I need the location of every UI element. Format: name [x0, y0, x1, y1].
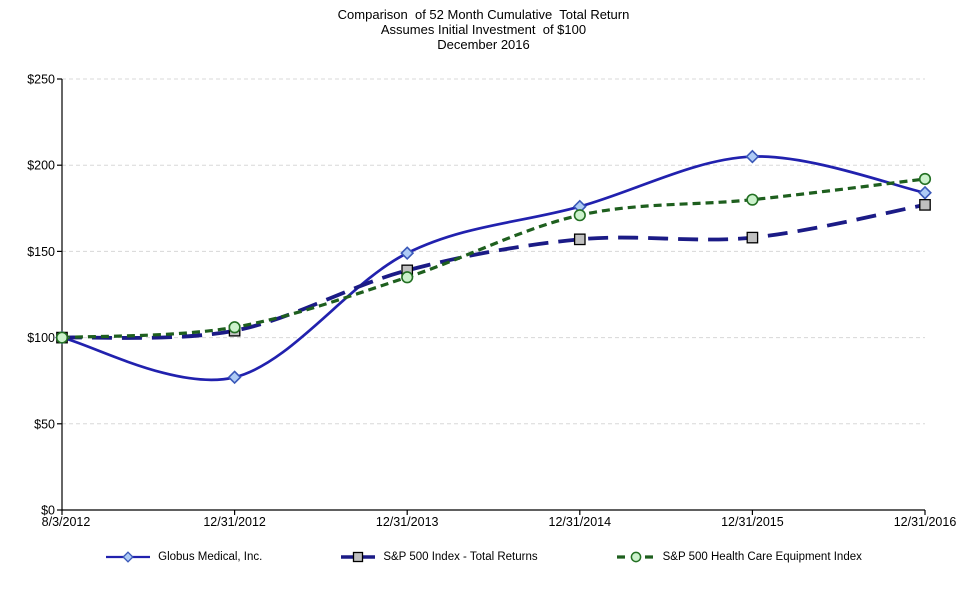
y-tick-label: $50 — [34, 417, 55, 431]
x-tick-label: 8/3/2012 — [42, 515, 91, 529]
diamond-data-marker — [918, 185, 932, 200]
x-tick-label: 12/31/2015 — [721, 515, 784, 529]
circle-data-marker — [573, 209, 586, 222]
legend-item-globus-medical: Globus Medical, Inc. — [105, 551, 262, 563]
legend-label-sp500-total-returns: S&P 500 Index - Total Returns — [383, 551, 538, 563]
square-data-marker — [573, 233, 586, 246]
series-line-circle — [61, 177, 926, 340]
legend-item-sp500-total-returns: S&P 500 Index - Total Returns — [340, 551, 538, 563]
sp500-dash-square-icon — [341, 551, 376, 563]
gridlines — [62, 78, 925, 425]
legend-item-sp500-health-care: S&P 500 Health Care Equipment Index — [616, 551, 862, 563]
x-tick-label: 12/31/2012 — [203, 515, 266, 529]
series-line-diamond — [61, 155, 926, 382]
x-tick-label: 12/31/2013 — [376, 515, 439, 529]
diamond-data-marker — [227, 370, 242, 385]
diamond-data-marker — [745, 149, 760, 164]
circle-data-marker — [228, 321, 241, 334]
y-axis-labels: $0 $50 $100 $150 $200 $250 — [27, 73, 55, 518]
y-tick-label: $0 — [41, 504, 55, 518]
chart-title-line-2: Assumes Initial Investment of $100 — [380, 22, 587, 37]
diamond-data-marker — [400, 246, 415, 261]
series-markers — [55, 149, 932, 385]
square-data-marker — [919, 199, 931, 211]
circle-data-marker — [918, 172, 932, 186]
axes — [57, 78, 926, 515]
globus-line-diamond-icon — [106, 551, 151, 563]
x-axis-labels: 8/3/2012 12/31/2012 12/31/2013 12/31/201… — [42, 515, 957, 529]
chart-title-line-1: Comparison of 52 Month Cumulative Total … — [337, 7, 630, 22]
circle-data-marker — [746, 193, 759, 206]
series-lines — [61, 155, 926, 382]
chart-title: Comparison of 52 Month Cumulative Total … — [0, 7, 967, 52]
chart-title-line-3: December 2016 — [437, 37, 530, 52]
circle-data-marker — [401, 271, 414, 284]
health-care-dash-circle-icon — [616, 551, 655, 563]
square-data-marker — [746, 231, 759, 244]
legend-label-globus-medical: Globus Medical, Inc. — [158, 551, 263, 563]
x-tick-label: 12/31/2016 — [894, 515, 957, 529]
y-tick-label: $100 — [27, 331, 55, 345]
y-tick-label: $150 — [27, 245, 55, 259]
y-tick-label: $250 — [27, 73, 55, 87]
series-line-square — [61, 202, 926, 340]
line-chart: $0 $50 $100 $150 $200 $250 8/3/2012 12/3… — [27, 73, 957, 530]
y-tick-label: $200 — [27, 159, 55, 173]
circle-data-marker — [55, 331, 69, 344]
chart-legend: Globus Medical, Inc. S&P 500 Index - Tot… — [0, 551, 967, 563]
x-tick-label: 12/31/2014 — [549, 515, 612, 529]
legend-label-sp500-health-care: S&P 500 Health Care Equipment Index — [662, 551, 862, 563]
